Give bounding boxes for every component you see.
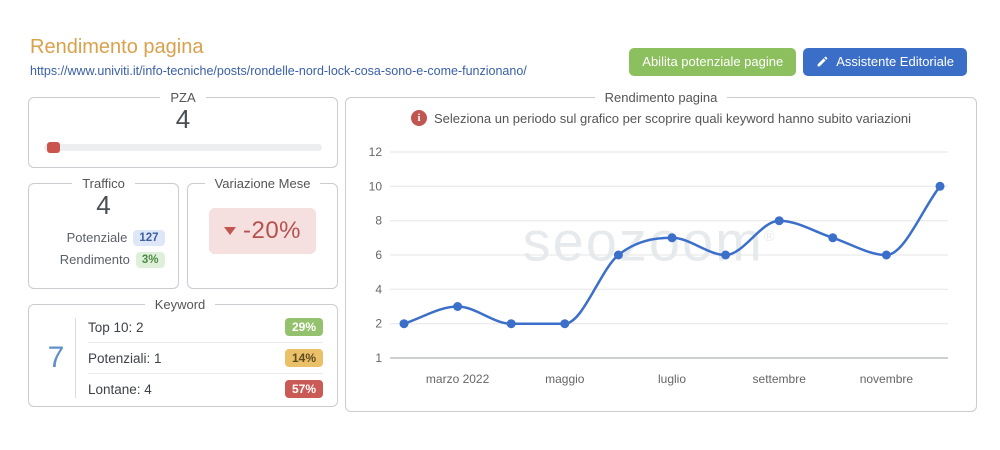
traffic-stats: Potenziale 127 Rendimento 3% [41,229,166,268]
vertical-divider [75,318,76,398]
keyword-row-label: Lontane: 4 [88,381,152,397]
traffic-potential-badge: 127 [133,229,165,246]
keyword-rows: Top 10: 2 29% Potenziali: 1 14% Lontane:… [88,312,323,404]
traffic-yield-label: Rendimento [59,252,130,268]
chart-hint: i Seleziona un periodo sul grafico per s… [354,110,968,126]
month-variation-badge: -20% [208,208,317,254]
traffic-box-title: Traffico [82,176,125,191]
month-variation-box: Variazione Mese -20% [187,176,338,289]
keyword-summary: 7 Top 10: 2 29% Potenziali: 1 14% Lontan… [37,312,323,404]
svg-text:settembre: settembre [753,372,807,386]
traffic-box: Traffico 4 Potenziale 127 Rendimento 3% [28,176,179,289]
keyword-total-count: 7 [47,341,65,374]
performance-chart-box: Rendimento pagina i Seleziona un periodo… [345,90,977,412]
svg-text:10: 10 [369,179,383,193]
chart-box-title: Rendimento pagina [604,90,718,105]
keyword-badge-0: 29% [284,318,323,336]
keyword-row-potential: Potenziali: 1 14% [88,343,323,374]
mid-metrics-row: Traffico 4 Potenziale 127 Rendimento 3% … [28,176,338,289]
svg-text:marzo 2022: marzo 2022 [426,372,490,386]
enable-potential-pages-label: Abilita potenziale pagine [642,54,784,69]
pza-box: PZA 4 [28,90,338,168]
page-url-link[interactable]: https://www.univiti.it/info-tecniche/pos… [30,64,527,78]
arrow-down-icon [223,227,236,235]
keyword-row-label: Top 10: 2 [88,319,144,335]
keyword-row-top10: Top 10: 2 29% [88,312,323,343]
info-icon: i [411,110,428,126]
chart-hint-text: Seleziona un periodo sul grafico per sco… [434,110,911,126]
editorial-assistant-button[interactable]: Assistente Editoriale [803,48,967,76]
enable-potential-pages-button[interactable]: Abilita potenziale pagine [629,48,797,76]
keyword-box: Keyword 7 Top 10: 2 29% Potenziali: 1 14… [28,297,338,407]
metrics-column: PZA 4 Traffico 4 Potenziale 127 Rendimen… [28,90,338,407]
svg-text:1: 1 [375,351,382,365]
keyword-row-label: Potenziali: 1 [88,350,162,366]
svg-text:maggio: maggio [545,372,585,386]
svg-text:2: 2 [375,317,382,331]
traffic-value: 4 [96,190,111,220]
pza-value: 4 [175,104,191,134]
page-title: Rendimento pagina [30,36,204,58]
svg-text:12: 12 [369,145,383,159]
month-variation-value: -20% [242,217,302,244]
traffic-yield-row: Rendimento 3% [43,251,165,268]
traffic-potential-row: Potenziale 127 [43,229,165,246]
traffic-yield-badge: 3% [135,251,165,268]
svg-text:novembre: novembre [860,372,914,386]
svg-text:6: 6 [375,248,382,262]
chart-area: seozoom® 1 2 4 6 8 10 12 marzo 2022 maggio luglio… [354,140,968,392]
keyword-row-far: Lontane: 4 57% [88,374,323,404]
svg-text:4: 4 [375,282,382,296]
pza-box-title: PZA [170,90,196,105]
pza-slider-track [44,141,322,153]
keyword-badge-2: 57% [284,380,323,398]
traffic-potential-label: Potenziale [66,230,128,246]
svg-text:8: 8 [375,214,382,228]
pencil-icon [816,55,829,68]
month-variation-box-title: Variazione Mese [214,176,311,191]
dashboard: PZA 4 Traffico 4 Potenziale 127 Rendimen… [28,90,977,412]
pza-slider-thumb [46,141,60,153]
svg-text:luglio: luglio [658,372,686,386]
keyword-badge-1: 14% [284,349,323,367]
header-actions: Abilita potenziale pagine Assistente Edi… [629,48,967,76]
editorial-assistant-label: Assistente Editoriale [836,54,954,69]
keyword-box-title: Keyword [154,297,206,312]
